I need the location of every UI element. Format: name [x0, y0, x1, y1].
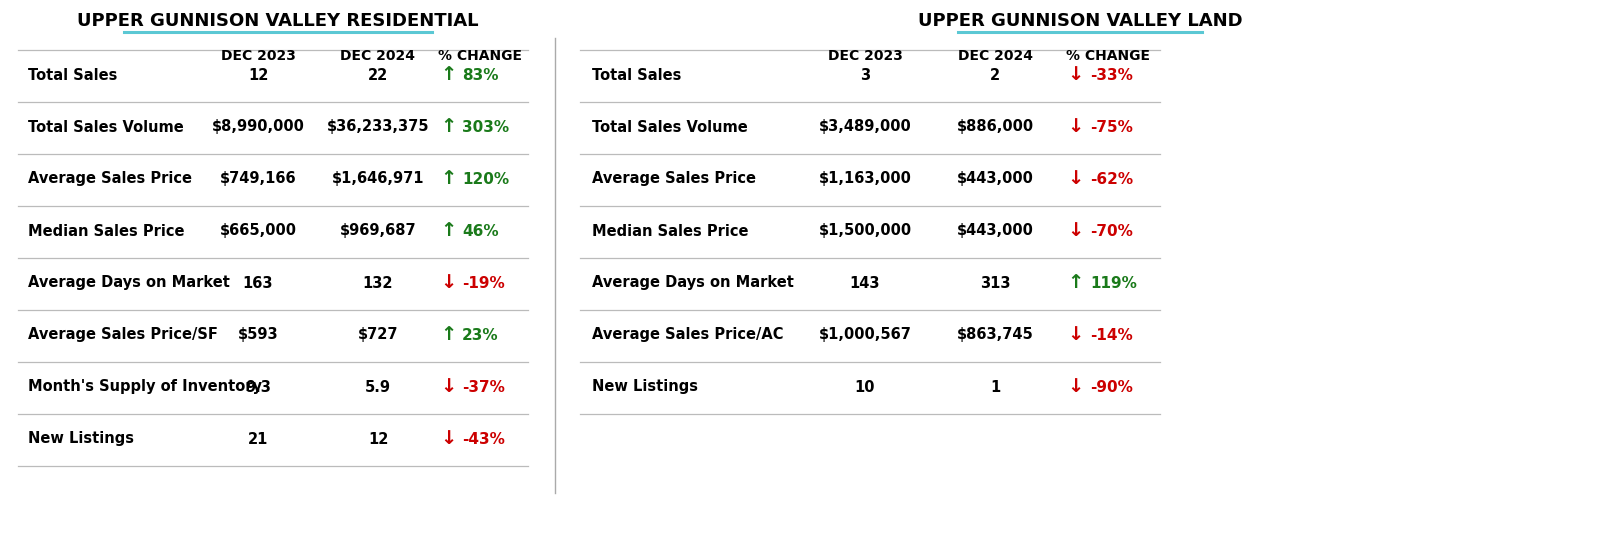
Text: ↑: ↑ [440, 117, 456, 136]
Text: $36,233,375: $36,233,375 [326, 119, 429, 134]
Text: -37%: -37% [462, 379, 506, 394]
Text: 3: 3 [859, 68, 870, 83]
Text: $8,990,000: $8,990,000 [211, 119, 304, 134]
Text: -43%: -43% [462, 432, 506, 447]
Text: -70%: -70% [1090, 223, 1133, 238]
Text: Median Sales Price: Median Sales Price [592, 223, 749, 238]
Text: ↓: ↓ [1067, 66, 1083, 85]
Text: ↑: ↑ [1067, 273, 1083, 293]
Text: 313: 313 [979, 276, 1010, 290]
Text: Median Sales Price: Median Sales Price [29, 223, 184, 238]
Text: DEC 2023: DEC 2023 [221, 49, 296, 63]
Text: $665,000: $665,000 [219, 223, 296, 238]
Text: Total Sales Volume: Total Sales Volume [592, 119, 747, 134]
Text: ↓: ↓ [1067, 326, 1083, 344]
Text: Average Days on Market: Average Days on Market [29, 276, 230, 290]
Text: 83%: 83% [462, 68, 499, 83]
Text: ↓: ↓ [440, 430, 456, 448]
Text: $749,166: $749,166 [219, 172, 296, 187]
Text: -90%: -90% [1090, 379, 1133, 394]
Text: Month's Supply of Inventory: Month's Supply of Inventory [29, 379, 262, 394]
Text: DEC 2024: DEC 2024 [957, 49, 1032, 63]
Text: $1,163,000: $1,163,000 [819, 172, 912, 187]
Text: -14%: -14% [1090, 327, 1133, 343]
Text: 12: 12 [368, 432, 389, 447]
Text: ↓: ↓ [1067, 377, 1083, 397]
Text: -75%: -75% [1090, 119, 1133, 134]
Text: $969,687: $969,687 [339, 223, 416, 238]
Text: 1: 1 [990, 379, 1000, 394]
Text: Average Sales Price/AC: Average Sales Price/AC [592, 327, 784, 343]
Text: $443,000: $443,000 [957, 172, 1034, 187]
Text: 120%: 120% [462, 172, 509, 187]
Text: New Listings: New Listings [29, 432, 134, 447]
Text: 12: 12 [248, 68, 269, 83]
Text: 303%: 303% [462, 119, 509, 134]
Text: ↑: ↑ [440, 66, 456, 85]
Text: 46%: 46% [462, 223, 499, 238]
Text: 2: 2 [990, 68, 1000, 83]
Text: Total Sales: Total Sales [29, 68, 117, 83]
Text: $3,489,000: $3,489,000 [819, 119, 912, 134]
Text: Average Sales Price/SF: Average Sales Price/SF [29, 327, 218, 343]
Text: ↓: ↓ [440, 273, 456, 293]
Text: 143: 143 [850, 276, 880, 290]
Text: ↓: ↓ [1067, 169, 1083, 189]
Text: 21: 21 [248, 432, 269, 447]
Text: $1,000,567: $1,000,567 [819, 327, 912, 343]
Text: ↓: ↓ [440, 377, 456, 397]
Text: $727: $727 [358, 327, 398, 343]
Text: DEC 2024: DEC 2024 [341, 49, 416, 63]
Text: UPPER GUNNISON VALLEY LAND: UPPER GUNNISON VALLEY LAND [918, 12, 1242, 30]
Text: 119%: 119% [1090, 276, 1138, 290]
Text: Average Sales Price: Average Sales Price [592, 172, 757, 187]
Text: ↓: ↓ [1067, 222, 1083, 240]
Text: $886,000: $886,000 [957, 119, 1034, 134]
Text: -62%: -62% [1090, 172, 1133, 187]
Text: 9.3: 9.3 [245, 379, 270, 394]
Text: Average Days on Market: Average Days on Market [592, 276, 794, 290]
Text: 163: 163 [243, 276, 274, 290]
Text: Total Sales Volume: Total Sales Volume [29, 119, 184, 134]
Text: 10: 10 [854, 379, 875, 394]
Text: 132: 132 [363, 276, 394, 290]
Text: ↑: ↑ [440, 222, 456, 240]
Text: 5.9: 5.9 [365, 379, 390, 394]
Text: -19%: -19% [462, 276, 504, 290]
Text: -33%: -33% [1090, 68, 1133, 83]
Text: ↑: ↑ [440, 169, 456, 189]
Text: UPPER GUNNISON VALLEY RESIDENTIAL: UPPER GUNNISON VALLEY RESIDENTIAL [77, 12, 478, 30]
Text: ↓: ↓ [1067, 117, 1083, 136]
Text: Total Sales: Total Sales [592, 68, 682, 83]
Text: $593: $593 [238, 327, 278, 343]
Text: ↑: ↑ [440, 326, 456, 344]
Text: % CHANGE: % CHANGE [1066, 49, 1150, 63]
Text: $1,500,000: $1,500,000 [819, 223, 912, 238]
Text: $443,000: $443,000 [957, 223, 1034, 238]
Text: Average Sales Price: Average Sales Price [29, 172, 192, 187]
Text: $1,646,971: $1,646,971 [331, 172, 424, 187]
Text: New Listings: New Listings [592, 379, 698, 394]
Text: $863,745: $863,745 [957, 327, 1034, 343]
Text: 22: 22 [368, 68, 389, 83]
Text: % CHANGE: % CHANGE [438, 49, 522, 63]
Text: 23%: 23% [462, 327, 499, 343]
Text: DEC 2023: DEC 2023 [827, 49, 902, 63]
